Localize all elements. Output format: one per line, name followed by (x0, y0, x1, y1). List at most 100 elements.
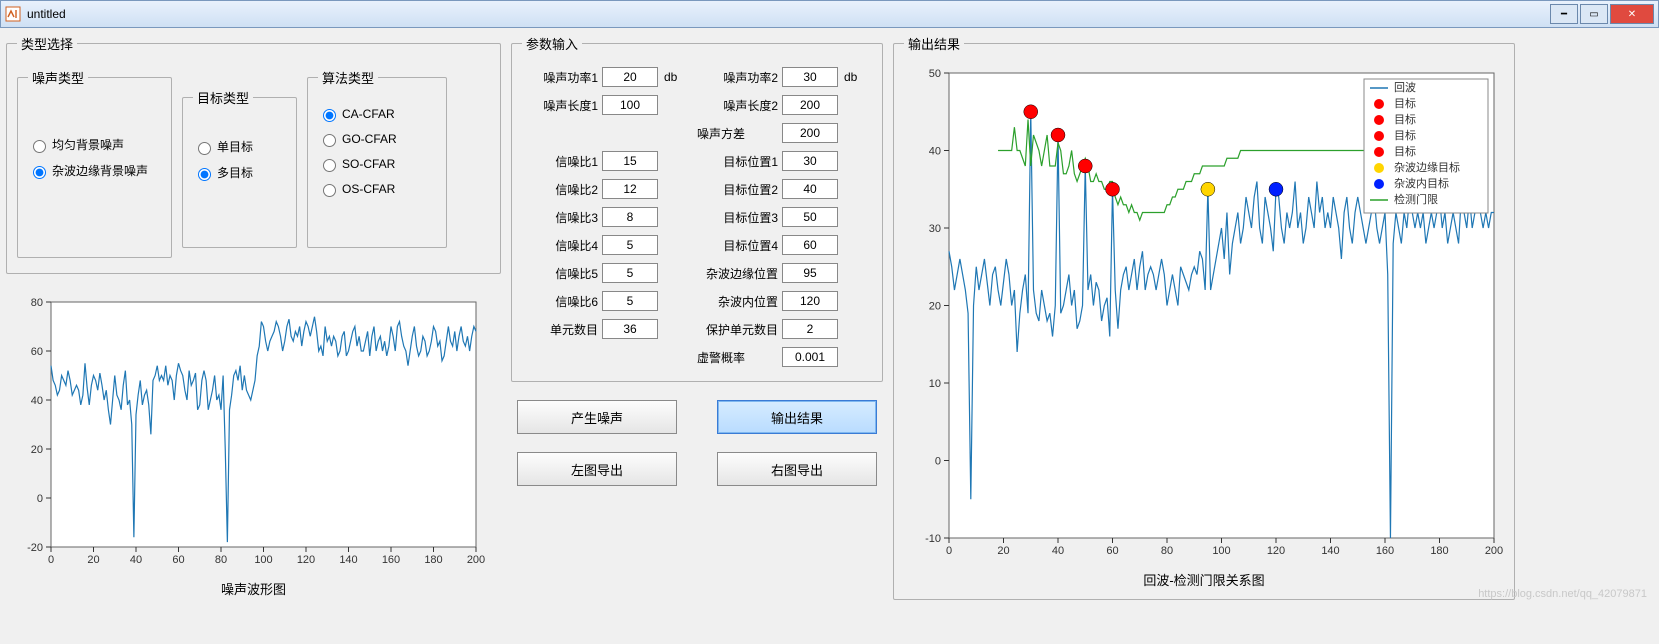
label-snr2: 信噪比2 (522, 181, 602, 198)
label-edge-pos: 杂波边缘位置 (692, 265, 782, 282)
input-snr5[interactable] (602, 263, 658, 283)
input-snr2[interactable] (602, 179, 658, 199)
svg-text:40: 40 (929, 146, 941, 158)
input-snr6[interactable] (602, 291, 658, 311)
radio-target-multi[interactable]: 多目标 (193, 164, 286, 181)
svg-text:40: 40 (1052, 545, 1064, 557)
minimize-button[interactable]: ━ (1550, 4, 1578, 24)
left-chart-title: 噪声波形图 (6, 579, 501, 598)
fieldset-algo-type: 算法类型 CA-CFAR GO-CFAR SO-CFAR (307, 68, 447, 248)
svg-text:-20: -20 (27, 542, 43, 554)
label-snr3: 信噪比3 (522, 209, 602, 226)
svg-text:0: 0 (37, 493, 43, 505)
svg-text:检测门限: 检测门限 (1394, 192, 1438, 206)
label-noise-power2: 噪声功率2 (692, 69, 782, 86)
button-gen-noise[interactable]: 产生噪声 (517, 400, 677, 434)
svg-text:80: 80 (31, 297, 43, 309)
maximize-button[interactable]: ▭ (1580, 4, 1608, 24)
label-snr5: 信噪比5 (522, 265, 602, 282)
input-noise-power1[interactable] (602, 67, 658, 87)
legend-noise-type: 噪声类型 (28, 68, 88, 87)
input-noise-var[interactable] (782, 123, 838, 143)
label-snr4: 信噪比4 (522, 237, 602, 254)
svg-text:140: 140 (339, 554, 357, 566)
svg-text:目标: 目标 (1394, 96, 1416, 110)
input-pos4[interactable] (782, 235, 838, 255)
svg-text:0: 0 (48, 554, 54, 566)
svg-text:20: 20 (929, 301, 941, 313)
radio-algo-go[interactable]: GO-CFAR (318, 131, 436, 147)
svg-text:0: 0 (935, 456, 941, 468)
svg-text:120: 120 (297, 554, 315, 566)
svg-text:0: 0 (946, 545, 952, 557)
label-cells: 单元数目 (522, 321, 602, 338)
panel-type-select-legend: 类型选择 (17, 34, 77, 53)
input-pos1[interactable] (782, 151, 838, 171)
label-pos1: 目标位置1 (692, 153, 782, 170)
input-cells[interactable] (602, 319, 658, 339)
input-pfa[interactable] (782, 347, 838, 367)
svg-text:200: 200 (467, 554, 485, 566)
svg-text:目标: 目标 (1394, 144, 1416, 158)
right-chart: 020406080100120140160180200-100102030405… (904, 63, 1504, 563)
svg-text:60: 60 (31, 346, 43, 358)
label-pfa: 虚警概率 (664, 349, 782, 366)
watermark: https://blog.csdn.net/qq_42079871 (1478, 588, 1647, 600)
panel-output-result: 输出结果 020406080100120140160180200-1001020… (893, 34, 1515, 600)
radio-algo-so[interactable]: SO-CFAR (318, 156, 436, 172)
input-snr3[interactable] (602, 207, 658, 227)
svg-text:100: 100 (254, 554, 272, 566)
radio-target-single[interactable]: 单目标 (193, 138, 286, 155)
input-guard[interactable] (782, 319, 838, 339)
radio-algo-ca[interactable]: CA-CFAR (318, 106, 436, 122)
input-edge-pos[interactable] (782, 263, 838, 283)
svg-text:50: 50 (929, 68, 941, 80)
svg-text:180: 180 (1430, 545, 1448, 557)
input-noise-len1[interactable] (602, 95, 658, 115)
legend-target-type: 目标类型 (193, 88, 253, 107)
svg-text:目标: 目标 (1394, 128, 1416, 142)
window-titlebar: untitled ━ ▭ ✕ (0, 0, 1659, 28)
button-export-right[interactable]: 右图导出 (717, 452, 877, 486)
svg-text:杂波边缘目标: 杂波边缘目标 (1394, 160, 1460, 174)
radio-noise-edge[interactable]: 杂波边缘背景噪声 (28, 162, 161, 179)
input-pos2[interactable] (782, 179, 838, 199)
unit-db2: db (844, 70, 872, 84)
label-noise-len2: 噪声长度2 (692, 97, 782, 114)
svg-text:200: 200 (1485, 545, 1503, 557)
label-snr1: 信噪比1 (522, 153, 602, 170)
app-icon (5, 6, 21, 22)
radio-noise-uniform[interactable]: 均匀背景噪声 (28, 136, 161, 153)
svg-text:80: 80 (215, 554, 227, 566)
input-snr4[interactable] (602, 235, 658, 255)
label-noise-power1: 噪声功率1 (522, 69, 602, 86)
window-title: untitled (27, 7, 1548, 21)
button-export-left[interactable]: 左图导出 (517, 452, 677, 486)
input-noise-power2[interactable] (782, 67, 838, 87)
svg-text:40: 40 (130, 554, 142, 566)
svg-text:杂波内目标: 杂波内目标 (1394, 176, 1449, 190)
input-noise-len2[interactable] (782, 95, 838, 115)
input-inner-pos[interactable] (782, 291, 838, 311)
svg-text:100: 100 (1212, 545, 1230, 557)
svg-text:80: 80 (1161, 545, 1173, 557)
svg-text:目标: 目标 (1394, 112, 1416, 126)
close-button[interactable]: ✕ (1610, 4, 1654, 24)
input-snr1[interactable] (602, 151, 658, 171)
label-noise-len1: 噪声长度1 (522, 97, 602, 114)
fieldset-noise-type: 噪声类型 均匀背景噪声 杂波边缘背景噪声 (17, 68, 172, 258)
svg-text:180: 180 (424, 554, 442, 566)
button-output[interactable]: 输出结果 (717, 400, 877, 434)
label-inner-pos: 杂波内位置 (692, 293, 782, 310)
svg-text:30: 30 (929, 223, 941, 235)
fieldset-target-type: 目标类型 单目标 多目标 (182, 88, 297, 248)
label-guard: 保护单元数目 (692, 321, 782, 338)
label-pos3: 目标位置3 (692, 209, 782, 226)
panel-type-select: 类型选择 噪声类型 均匀背景噪声 杂波边缘背景噪声 目标类型 (6, 34, 501, 274)
svg-text:10: 10 (929, 378, 941, 390)
label-noise-var: 噪声方差 (664, 125, 782, 142)
svg-text:160: 160 (1376, 545, 1394, 557)
radio-algo-os[interactable]: OS-CFAR (318, 181, 436, 197)
svg-text:60: 60 (172, 554, 184, 566)
input-pos3[interactable] (782, 207, 838, 227)
